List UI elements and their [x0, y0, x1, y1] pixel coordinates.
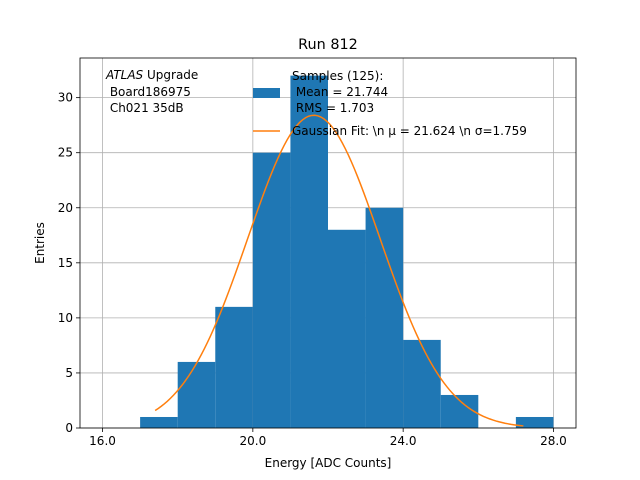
legend-hist-line-2: Mean = 21.744	[292, 85, 388, 99]
annotation-line-2: Board186975	[106, 85, 191, 99]
x-tick-label-3: 28.0	[540, 434, 567, 448]
y-tick-label-0: 0	[65, 421, 73, 435]
x-axis-ticks: 16.0 20.0 24.0 28.0	[89, 428, 567, 448]
legend-hist-line-1: Samples (125):	[292, 69, 383, 83]
legend-hist-line-3: RMS = 1.703	[292, 101, 374, 115]
annotation-line-3: Ch021 35dB	[106, 101, 184, 115]
annotation-upgrade: Upgrade	[143, 68, 198, 82]
plot-frame	[79, 57, 577, 429]
chart-title: Run 812	[298, 37, 358, 53]
x-tick-label-0: 16.0	[89, 434, 116, 448]
atlas-annotation: ATLAS Upgrade Board186975 Ch021 35dB	[105, 68, 198, 115]
histogram-bar-0	[140, 416, 178, 428]
y-tick-label-2: 10	[58, 311, 73, 325]
legend-hist-swatch	[253, 88, 280, 98]
histogram-bar-6	[365, 207, 404, 428]
y-tick-label-3: 15	[58, 256, 73, 270]
histogram-bar-1	[177, 361, 216, 428]
gaussian-fit-curve	[154, 114, 524, 427]
y-tick-label-5: 25	[58, 146, 73, 160]
x-axis-label: Energy [ADC Counts]	[265, 456, 392, 470]
x-tick-label-1: 20.0	[239, 434, 266, 448]
y-axis-ticks: 0 5 10 15 20 25 30	[58, 91, 80, 435]
x-tick-label-2: 24.0	[390, 434, 417, 448]
histogram-bar-7	[403, 339, 441, 428]
histogram-bar-10	[515, 416, 554, 428]
y-tick-label-1: 5	[65, 366, 73, 380]
annotation-line-1: ATLAS Upgrade	[105, 68, 198, 82]
annotation-atlas-italic: ATLAS	[105, 68, 144, 82]
histogram-bar-3	[252, 152, 291, 428]
histogram-bars	[140, 75, 554, 428]
y-tick-label-4: 20	[58, 201, 73, 215]
y-axis-label: Entries	[33, 222, 47, 264]
histogram-bar-2	[215, 306, 253, 428]
legend: Samples (125): Mean = 21.744 RMS = 1.703…	[253, 69, 527, 138]
histogram-bar-5	[328, 229, 366, 428]
histogram-bar-4	[290, 75, 328, 428]
legend-fit-label: Gaussian Fit: \n μ = 21.624 \n σ=1.759	[292, 124, 527, 138]
y-tick-label-6: 30	[58, 91, 73, 105]
